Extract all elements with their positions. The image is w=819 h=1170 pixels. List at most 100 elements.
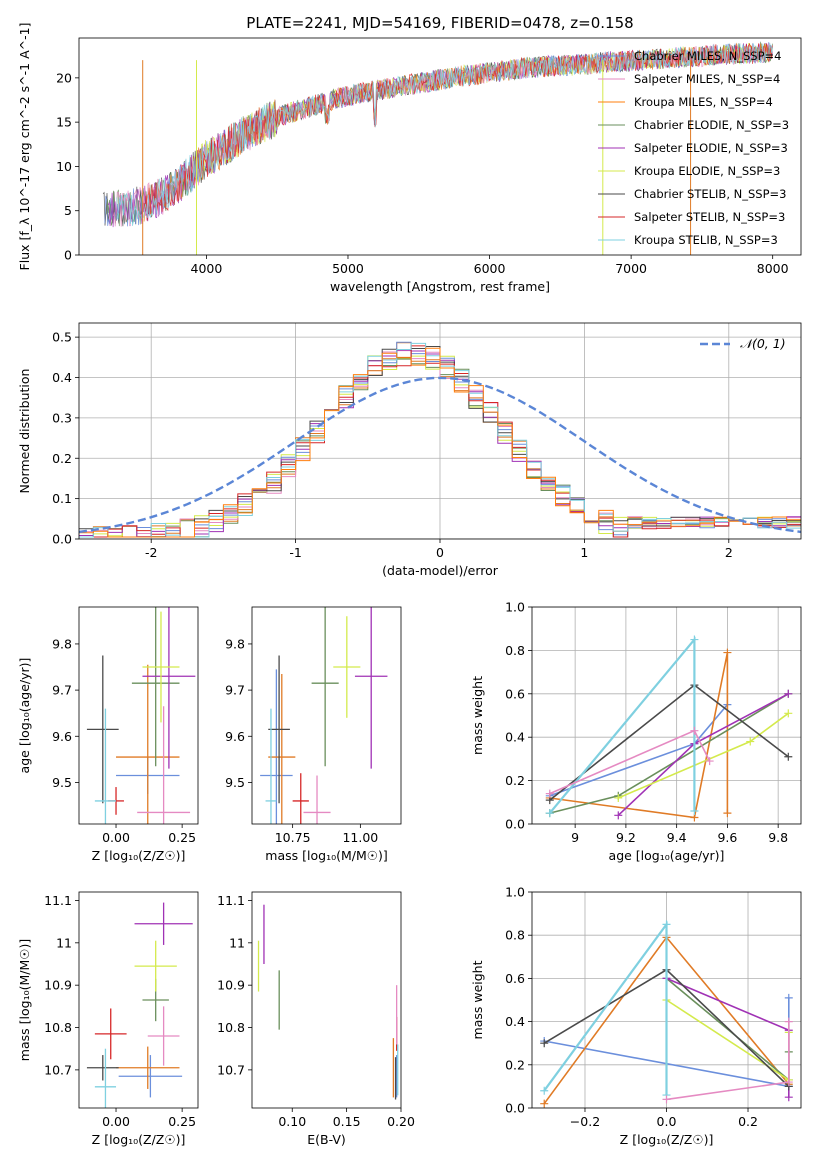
y-axis-label: mass weight: [470, 676, 485, 755]
x-tick-label: 2: [725, 545, 733, 560]
y-tick-label: 9.5: [225, 775, 245, 790]
y-tick-label: 9.5: [52, 775, 72, 790]
x-tick-label: 8000: [757, 261, 789, 276]
data-point: [86, 655, 119, 804]
y-tick-label: 1.0: [505, 600, 525, 615]
x-axis-label: wavelength [Angstrom, rest frame]: [330, 279, 550, 294]
weight-marker: [784, 993, 793, 1002]
legend-entry: 𝒩(0, 1): [740, 336, 786, 351]
x-tick-label: 11.00: [342, 830, 378, 845]
x-tick-label: 1: [580, 545, 588, 560]
legend-entry: Chabrier MILES, N_SSP=4: [634, 49, 781, 63]
x-axis-label: mass [log₁₀(M/M☉)]: [265, 848, 387, 863]
weight-marker: [614, 793, 623, 802]
data-point: [94, 708, 117, 824]
legend-entry: Kroupa ELODIE, N_SSP=3: [634, 164, 780, 178]
x-tick-label: 9.6: [717, 830, 737, 845]
axes-frame: [251, 891, 402, 1109]
y-tick-label: 10.9: [217, 978, 245, 993]
x-tick-label: 6000: [474, 261, 506, 276]
x-tick-label: 7000: [615, 261, 647, 276]
y-tick-label: 11.1: [217, 893, 245, 908]
plot-area-spectrum: [102, 41, 774, 255]
y-tick-label: 15: [56, 115, 72, 130]
weight-marker: [723, 809, 732, 818]
x-axis-label: E(B-V): [307, 1132, 346, 1147]
x-tick-label: 0.15: [333, 1114, 361, 1129]
x-tick-label: 0: [436, 545, 444, 560]
x-tick-label: 0.10: [278, 1114, 306, 1129]
weight-marker: [690, 806, 699, 815]
x-axis-label: (data-model)/error: [382, 563, 499, 578]
y-tick-label: 0.5: [52, 330, 72, 345]
weight-marker: [540, 1099, 549, 1108]
data-point: [265, 708, 277, 824]
weight-marker: [690, 726, 699, 735]
data-point: [137, 706, 191, 824]
axes-residuals: -2 -1 0 1 2 0.0 0.1 0.2 0.3 0.4 0.5 (data-model)/er…: [17, 322, 802, 578]
data-point: [303, 775, 331, 824]
data-point: [268, 673, 296, 824]
y-axis-label: mass weight: [470, 960, 485, 1039]
y-axis-label: Flux [f_λ 10^-17 erg cm^-2 s^-1 A^-1]: [17, 23, 32, 271]
x-tick-label: 9.8: [768, 830, 788, 845]
y-tick-label: 9.6: [225, 729, 245, 744]
axes-frame: [531, 891, 802, 1109]
x-tick-label: 0.0: [657, 1114, 677, 1129]
normal-curve: [79, 376, 801, 534]
y-tick-label: 11: [56, 935, 72, 950]
axes-age-vs-mass: 10.75 11.00 9.5 9.6 9.7 9.8 mass [log₁₀(M/M☉)]: [225, 606, 402, 863]
weight-series-line: [548, 636, 696, 814]
y-tick-label: 0.4: [505, 1014, 525, 1029]
legend-entry: Salpeter MILES, N_SSP=4: [634, 72, 780, 86]
data-point: [142, 607, 196, 769]
weight-marker: [690, 635, 699, 644]
weight-marker: [784, 709, 793, 718]
y-tick-label: 0.3: [52, 410, 72, 425]
axes-frame: [78, 37, 802, 256]
y-tick-label: 0.4: [52, 370, 72, 385]
x-tick-label: -2: [145, 545, 157, 560]
weight-series-line: [666, 977, 790, 1098]
data-point: [147, 1006, 180, 1066]
plot-area-residuals: [79, 323, 801, 539]
weight-marker: [784, 1093, 793, 1102]
axes-frame: [78, 891, 199, 1109]
data-point: [142, 611, 180, 723]
weight-marker: [614, 811, 623, 820]
x-tick-label: -1: [289, 545, 301, 560]
weight-series-line: [617, 693, 789, 816]
weight-series-line: [543, 921, 668, 1095]
y-tick-label: 0.8: [505, 928, 525, 943]
x-tick-label: 0.00: [102, 830, 130, 845]
axes-frame: [78, 322, 802, 540]
x-tick-label: 0.00: [102, 1114, 130, 1129]
data-point: [268, 655, 290, 804]
data-point: [260, 669, 293, 824]
weight-marker: [545, 809, 554, 818]
data-point: [134, 902, 193, 945]
data-point: [354, 607, 388, 769]
x-axis-label: Z [log₁₀(Z/Z☉)]: [620, 1132, 714, 1147]
weight-marker: [784, 689, 793, 698]
y-axis-label: Normed distribution: [17, 369, 32, 494]
weight-marker: [540, 1086, 549, 1095]
legend-entry: Kroupa STELIB, N_SSP=3: [634, 233, 778, 247]
x-tick-label: 9.2: [616, 830, 636, 845]
x-tick-label: 4000: [191, 261, 223, 276]
y-tick-label: 10.8: [44, 1020, 72, 1035]
weight-series-line: [666, 1021, 790, 1101]
data-point: [292, 773, 309, 824]
y-tick-label: 0.6: [505, 686, 525, 701]
y-axis-label: age [log₁₀(age/yr)]: [17, 658, 32, 774]
spectrum-line: [116, 42, 774, 226]
axes-massweight-vs-Z: −0.2 0.0 0.2 0.0 0.2 0.4 0.6 0.8 1.0 Z [log₁₀(Z/Z…: [470, 885, 802, 1147]
x-tick-label: 0.2: [738, 1114, 758, 1129]
x-tick-label: 0.25: [168, 1114, 196, 1129]
y-tick-label: 10: [56, 159, 72, 174]
x-axis-label: Z [log₁₀(Z/Z☉)]: [92, 1132, 186, 1147]
x-tick-label: 9.4: [667, 830, 687, 845]
data-point: [94, 1008, 127, 1060]
y-tick-label: 11.1: [44, 893, 72, 908]
